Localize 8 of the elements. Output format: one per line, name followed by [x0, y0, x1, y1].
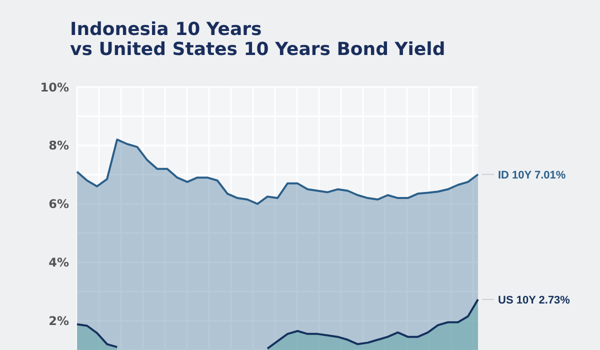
y-tick-label: 6% [48, 197, 69, 212]
y-tick-label: 2% [48, 314, 69, 328]
y-tick-label: 8% [48, 138, 69, 153]
text: ID 10Y 7.01% [498, 169, 566, 182]
text: US 10Y 2.73% [498, 294, 570, 306]
y-tick-label: 4% [48, 256, 69, 270]
chart-title: Indonesia 10 Years vs United States 10 Years Bond Yield [70, 19, 446, 60]
y-tick-label: 10% [40, 80, 69, 94]
